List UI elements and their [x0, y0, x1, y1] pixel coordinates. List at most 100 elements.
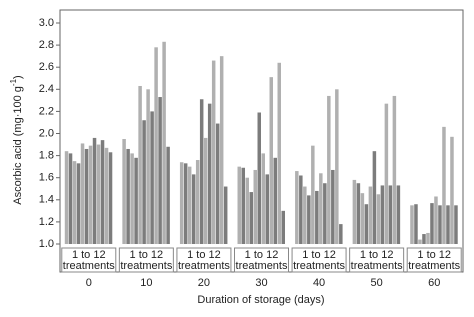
group-label-box: [176, 247, 232, 273]
group-label-box: [406, 247, 462, 273]
bar: [199, 99, 204, 245]
group-label-box: [349, 247, 405, 273]
bar: [130, 153, 134, 244]
bar: [430, 203, 434, 244]
bar: [253, 169, 257, 244]
group-label: treatments: [351, 260, 403, 272]
group-label: treatments: [178, 260, 230, 272]
bar: [311, 145, 315, 244]
bar: [281, 210, 285, 244]
bar: [104, 147, 109, 244]
bar: [158, 97, 162, 244]
bar: [299, 175, 303, 244]
group-label: treatments: [408, 260, 460, 272]
group-label-box: [118, 247, 174, 273]
y-tick-label: 3.0: [39, 17, 54, 29]
bar: [454, 205, 458, 244]
bar: [269, 77, 273, 245]
bar: [327, 95, 331, 245]
bar: [166, 146, 170, 244]
bar: [368, 186, 373, 244]
bar: [92, 137, 97, 244]
bar: [122, 139, 126, 244]
bar: [422, 234, 426, 244]
x-tick-label: 0: [86, 277, 92, 289]
bar: [331, 169, 335, 244]
bar: [134, 157, 138, 244]
bar: [257, 112, 261, 244]
x-tick-label: 60: [428, 277, 440, 289]
bar: [64, 151, 69, 244]
bar: [179, 162, 184, 244]
bar: [88, 145, 93, 244]
bar: [392, 95, 397, 245]
group-label: treatments: [63, 260, 115, 272]
bar: [356, 183, 361, 244]
group-label: 1 to 12: [187, 249, 221, 261]
group-label-box: [234, 247, 289, 273]
bar: [183, 163, 188, 244]
bar: [273, 157, 277, 244]
bar: [237, 166, 241, 244]
group-label: treatments: [120, 260, 172, 272]
bar: [96, 144, 101, 244]
bar: [380, 185, 385, 244]
bar: [410, 205, 414, 244]
bar: [414, 204, 418, 244]
bar: [142, 120, 146, 244]
group-label: 1 to 12: [130, 249, 164, 261]
bar: [154, 47, 158, 245]
y-label-sup: -1: [9, 78, 18, 86]
group-label-box: [61, 247, 117, 273]
bar: [438, 205, 442, 244]
bar: [100, 140, 105, 244]
bar: [261, 153, 265, 244]
bar: [195, 160, 200, 244]
bar: [323, 183, 327, 244]
x-tick-label: 30: [255, 277, 267, 289]
bar: [162, 41, 166, 244]
bar: [364, 204, 369, 244]
bar: [150, 111, 154, 245]
bar: [295, 171, 299, 244]
bar: [187, 166, 192, 244]
group-label: 1 to 12: [72, 249, 106, 261]
bar: [241, 167, 245, 244]
bar: [450, 136, 454, 244]
bar: [211, 60, 216, 244]
bar: [84, 148, 89, 244]
group-label: treatments: [236, 260, 288, 272]
bar: [108, 152, 113, 244]
y-tick-label: 1.6: [39, 172, 54, 184]
bar: [126, 148, 130, 244]
bar: [76, 163, 81, 244]
x-tick-label: 40: [313, 277, 325, 289]
bar: [319, 173, 323, 244]
bar: [277, 62, 281, 244]
bar: [396, 185, 401, 244]
bar: [146, 89, 150, 244]
group-label: 1 to 12: [417, 249, 451, 261]
bar: [219, 56, 224, 245]
bar: [335, 89, 339, 244]
bar: [207, 103, 212, 244]
group-label: 1 to 12: [360, 249, 394, 261]
y-tick-label: 1.8: [39, 150, 54, 162]
bar: [372, 151, 377, 244]
bar: [426, 232, 430, 244]
bar: [360, 193, 365, 244]
bar: [442, 126, 446, 244]
x-axis-title: Duration of storage (days): [197, 294, 324, 306]
bar: [303, 186, 307, 244]
bar: [215, 123, 220, 244]
bar: [80, 143, 85, 244]
bar: [249, 192, 253, 244]
bar: [245, 177, 249, 244]
bar: [68, 153, 73, 244]
bar: [388, 185, 393, 244]
y-tick-label: 1.2: [39, 216, 54, 228]
bar: [72, 161, 77, 244]
x-tick-label: 20: [198, 277, 210, 289]
y-label: Ascorbic acid (mg·100 g: [12, 86, 24, 205]
y-label-end: ): [12, 75, 24, 79]
